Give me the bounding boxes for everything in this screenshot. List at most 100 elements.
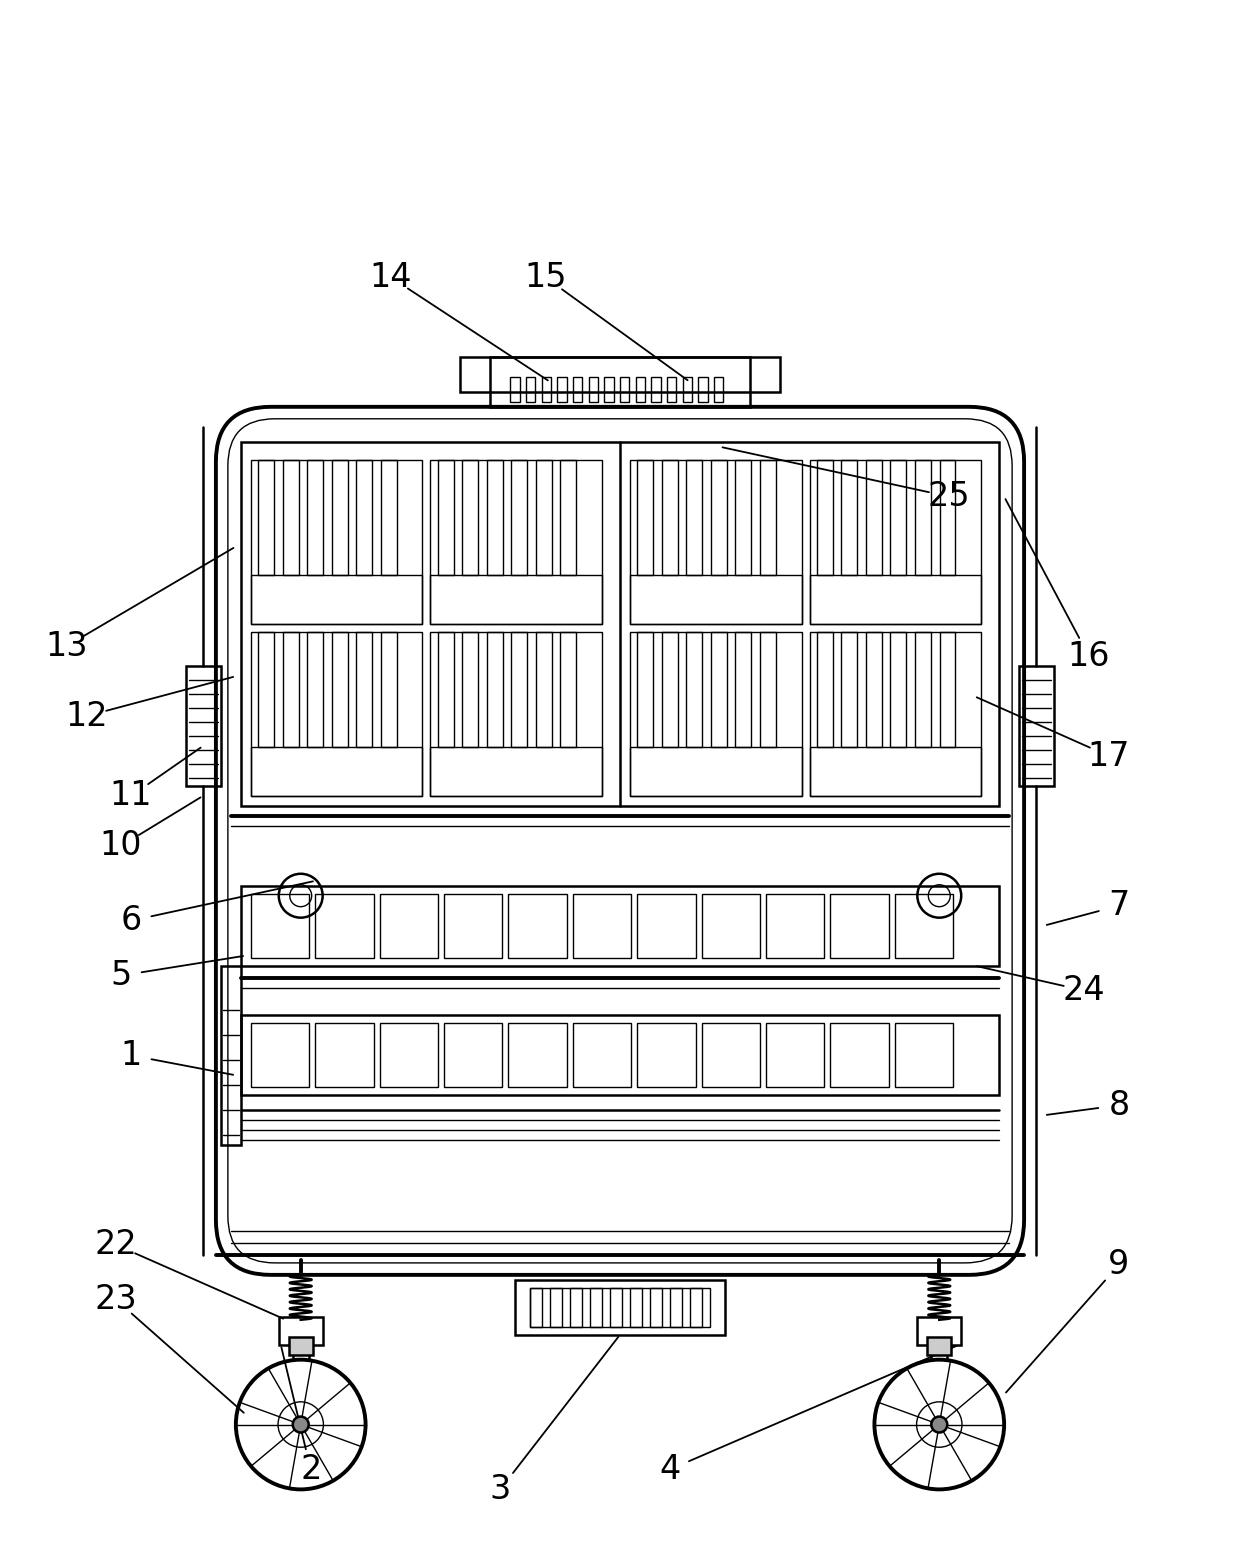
Bar <box>831 894 889 957</box>
Bar <box>379 894 438 957</box>
Text: 7: 7 <box>1109 889 1130 923</box>
Bar <box>542 377 551 402</box>
Bar <box>842 459 857 575</box>
Bar <box>570 1288 582 1326</box>
Bar <box>430 575 603 625</box>
Text: 10: 10 <box>100 829 143 863</box>
Text: 5: 5 <box>110 959 131 993</box>
Bar <box>637 1023 696 1087</box>
Bar <box>508 894 567 957</box>
Bar <box>381 459 397 575</box>
Bar <box>630 747 801 796</box>
Bar <box>637 459 653 575</box>
Bar <box>940 459 956 575</box>
Bar <box>637 894 696 957</box>
Bar <box>332 459 347 575</box>
Bar <box>735 632 751 747</box>
Bar <box>356 632 372 747</box>
Text: 22: 22 <box>94 1229 138 1262</box>
Bar <box>356 459 372 575</box>
Text: 9: 9 <box>1109 1249 1130 1282</box>
Bar <box>438 459 454 575</box>
Bar <box>760 632 776 747</box>
Bar <box>866 632 882 747</box>
Bar <box>817 459 833 575</box>
Bar <box>573 894 631 957</box>
Bar <box>890 459 906 575</box>
Bar <box>590 1288 603 1326</box>
Bar <box>702 894 760 957</box>
Bar <box>460 357 780 391</box>
Bar <box>279 1317 322 1345</box>
Text: 15: 15 <box>525 261 567 294</box>
Bar <box>315 894 373 957</box>
Bar <box>258 459 274 575</box>
Bar <box>610 1288 622 1326</box>
Bar <box>702 1023 760 1087</box>
Bar <box>810 747 981 796</box>
Bar <box>928 1337 951 1354</box>
Bar <box>536 632 552 747</box>
Bar <box>250 459 423 625</box>
Bar <box>630 459 801 625</box>
Bar <box>381 632 397 747</box>
Bar <box>662 632 678 747</box>
Bar <box>866 459 882 575</box>
Text: 17: 17 <box>1087 739 1130 773</box>
Bar <box>689 1288 702 1326</box>
Bar <box>573 377 583 402</box>
Bar <box>186 666 221 785</box>
Bar <box>379 1023 438 1087</box>
Bar <box>890 632 906 747</box>
Bar <box>250 747 423 796</box>
Bar <box>516 1280 724 1334</box>
Bar <box>508 1023 567 1087</box>
Bar <box>760 459 776 575</box>
Bar <box>651 377 661 402</box>
Bar <box>560 632 577 747</box>
Text: 1: 1 <box>120 1039 141 1071</box>
Bar <box>662 459 678 575</box>
Bar <box>526 377 536 402</box>
Bar <box>650 1288 662 1326</box>
Bar <box>308 632 324 747</box>
Bar <box>463 459 479 575</box>
Bar <box>1019 666 1054 785</box>
Bar <box>438 632 454 747</box>
Bar <box>766 1023 825 1087</box>
Bar <box>735 459 751 575</box>
Bar <box>430 747 603 796</box>
Text: 8: 8 <box>1109 1088 1130 1122</box>
Bar <box>510 377 520 402</box>
Text: 14: 14 <box>370 261 412 294</box>
Bar <box>810 575 981 625</box>
Bar <box>430 459 603 625</box>
Bar <box>915 459 931 575</box>
Bar <box>221 966 241 1146</box>
Bar <box>283 632 299 747</box>
Bar <box>817 632 833 747</box>
Text: 13: 13 <box>45 629 88 663</box>
Bar <box>490 357 750 407</box>
Bar <box>918 1317 961 1345</box>
Bar <box>630 632 801 796</box>
Bar <box>308 459 324 575</box>
Bar <box>895 894 954 957</box>
Bar <box>536 459 552 575</box>
Bar <box>511 459 527 575</box>
Bar <box>531 1288 709 1326</box>
Text: 4: 4 <box>660 1453 681 1486</box>
Bar <box>630 1288 642 1326</box>
Text: 3: 3 <box>490 1473 511 1506</box>
Bar <box>636 377 645 402</box>
Bar <box>687 459 702 575</box>
Bar <box>637 632 653 747</box>
Bar <box>241 1016 999 1095</box>
Bar <box>241 886 999 966</box>
Bar <box>511 632 527 747</box>
Bar <box>444 894 502 957</box>
Bar <box>683 377 692 402</box>
Bar <box>250 894 309 957</box>
Bar <box>589 377 598 402</box>
Text: 12: 12 <box>64 700 108 733</box>
